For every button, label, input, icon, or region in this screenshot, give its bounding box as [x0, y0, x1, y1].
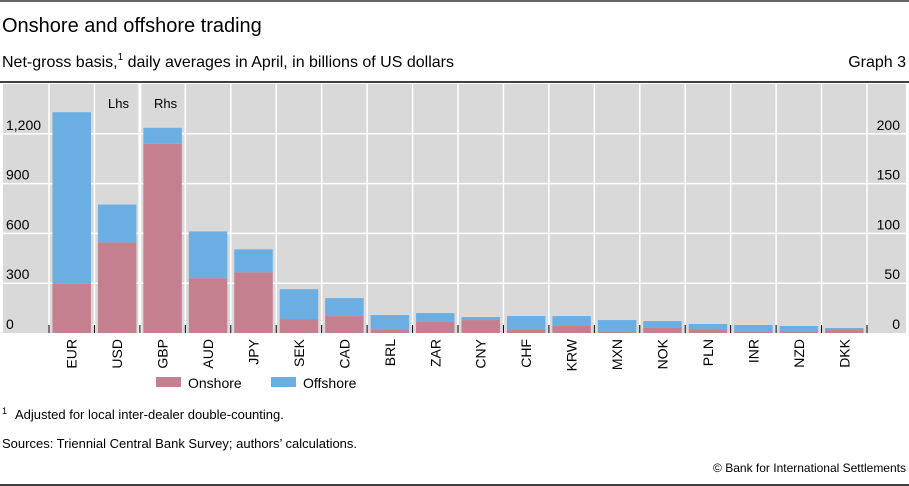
bar-offshore-pln [688, 324, 728, 331]
category-label: CNY [473, 338, 489, 368]
left-tick-label: 1,200 [6, 117, 41, 133]
category-label: ZAR [427, 339, 443, 367]
category-label: CAD [336, 339, 352, 369]
left-tick-label: 600 [6, 216, 30, 232]
bar-offshore-krw [552, 316, 591, 327]
category-label: JPY [246, 338, 262, 364]
legend-label-offshore: Offshore [303, 375, 357, 391]
bar-onshore-gbp [143, 143, 182, 333]
category-label: PLN [700, 339, 716, 366]
bar-onshore-sek [279, 319, 319, 333]
right-tick-label: 200 [877, 117, 901, 133]
category-label: GBP [155, 339, 171, 369]
bar-onshore-cad [325, 316, 364, 333]
bar-onshore-inr [734, 332, 773, 333]
bar-offshore-brl [370, 315, 410, 331]
axes: 0 300 600 900 1,200 0 50 100 150 200 EUR USD GBP AUD J… [6, 117, 900, 372]
bar-onshore-zar [416, 322, 455, 333]
category-label: USD [109, 339, 125, 369]
copyright: © Bank for International Settlements [713, 461, 906, 475]
right-tick-label: 50 [884, 266, 900, 282]
category-label: NOK [655, 338, 671, 369]
category-label: BRL [382, 339, 398, 366]
category-label: INR [745, 339, 761, 363]
bar-offshore-inr [734, 325, 773, 333]
bar-offshore-dkk [825, 328, 864, 331]
left-axis-label: Lhs [108, 96, 129, 111]
bar-offshore-nok [643, 321, 682, 329]
bar-offshore-nzd [779, 326, 819, 333]
bar-onshore-usd [97, 242, 137, 333]
left-tick-label: 300 [6, 266, 30, 282]
bar-onshore-jpy [234, 272, 273, 333]
bar-offshore-mxn [597, 320, 637, 333]
bars [52, 112, 864, 333]
bar-offshore-cad [325, 298, 364, 317]
right-axis-label: Rhs [154, 96, 178, 111]
bar-offshore-sek [279, 289, 319, 320]
category-label: AUD [200, 339, 216, 369]
footnote: 1 Adjusted for local inter-dealer double-… [2, 406, 284, 422]
right-tick-label: 0 [892, 316, 900, 332]
legend-swatch-offshore [271, 377, 296, 387]
bar-offshore-zar [416, 313, 455, 323]
category-label: NZD [791, 339, 807, 368]
bar-onshore-cny [461, 320, 500, 333]
bar-offshore-cny [461, 317, 500, 321]
category-label: MXN [609, 339, 625, 370]
bar-onshore-pln [688, 330, 728, 333]
legend: Onshore Offshore [156, 375, 357, 391]
bar-offshore-aud [188, 231, 228, 279]
bar-offshore-chf [506, 316, 546, 331]
category-label: EUR [64, 339, 80, 369]
sources: Sources: Triennial Central Bank Survey; … [2, 436, 357, 451]
category-label: CHF [518, 339, 534, 368]
bar-onshore-brl [370, 330, 410, 333]
bar-onshore-nok [643, 328, 682, 333]
bar-onshore-nzd [779, 332, 819, 333]
bar-onshore-krw [552, 326, 591, 333]
bar-onshore-mxn [597, 332, 637, 333]
category-label: KRW [564, 338, 580, 371]
chart-title: Onshore and offshore trading [2, 15, 262, 37]
category-label: DKK [836, 338, 852, 367]
bar-onshore-eur [52, 283, 91, 333]
left-tick-label: 0 [6, 316, 14, 332]
legend-label-onshore: Onshore [188, 375, 242, 391]
bar-offshore-gbp [143, 127, 182, 144]
right-tick-label: 100 [877, 216, 901, 232]
bar-onshore-aud [188, 278, 228, 333]
legend-swatch-onshore [156, 377, 181, 387]
bar-onshore-dkk [825, 330, 864, 333]
bar-offshore-jpy [234, 249, 273, 273]
right-tick-label: 150 [877, 167, 901, 183]
category-label: SEK [291, 338, 307, 367]
left-tick-label: 900 [6, 167, 30, 183]
graph-number: Graph 3 [848, 54, 906, 71]
bar-onshore-chf [506, 330, 546, 333]
chart-subtitle: Net-gross basis,1 daily averages in Apri… [2, 52, 454, 71]
bar-offshore-usd [97, 204, 137, 243]
bar-offshore-eur [52, 112, 91, 284]
